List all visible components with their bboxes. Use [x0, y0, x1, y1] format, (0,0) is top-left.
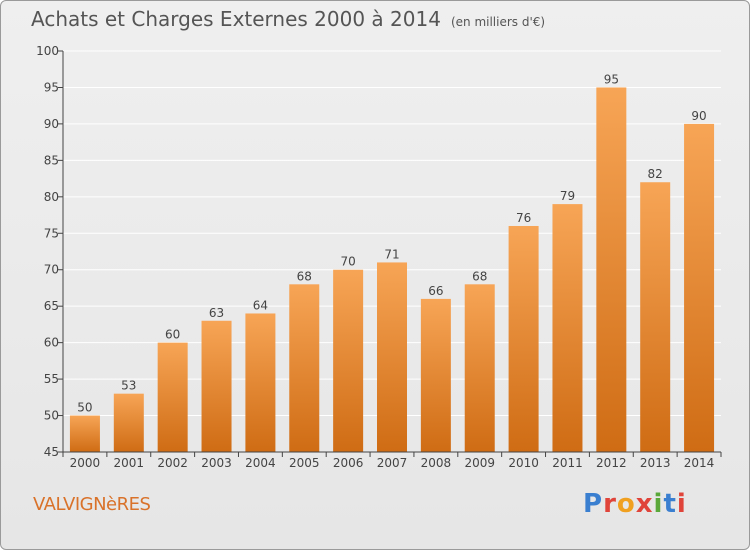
data-label-2012: 95	[604, 72, 619, 86]
data-label-2008: 66	[428, 284, 443, 298]
logo-letter: t	[663, 489, 677, 519]
logo-letter: i	[676, 489, 687, 519]
data-label-2000: 50	[77, 401, 92, 415]
x-tick-label-2010: 2010	[508, 456, 539, 470]
logo-letter: o	[616, 489, 636, 519]
bar-2001	[113, 393, 144, 452]
x-tick-label-2006: 2006	[333, 456, 364, 470]
y-tick-label: 100	[36, 44, 59, 58]
y-tick-label: 80	[44, 190, 59, 204]
data-label-2011: 79	[560, 189, 575, 203]
x-tick-label-2011: 2011	[552, 456, 583, 470]
x-tick-label-2002: 2002	[157, 456, 188, 470]
bar-2011	[552, 204, 583, 452]
y-tick-label: 75	[44, 226, 59, 240]
logo-letter: i	[653, 489, 664, 519]
bar-2014	[684, 123, 715, 452]
bars: 50 53 60 63 64 68 70 71 66 68 76 79 95 82 90	[69, 72, 715, 453]
x-tick-label-2003: 2003	[201, 456, 232, 470]
data-label-2010: 76	[516, 211, 531, 225]
y-tick-label: 70	[44, 263, 59, 277]
x-tick-label-2000: 2000	[70, 456, 101, 470]
x-tick-label-2001: 2001	[114, 456, 145, 470]
commune-name: VALVIGNèRES	[33, 494, 151, 515]
logo-letter: x	[635, 489, 654, 519]
bar-2003	[201, 320, 232, 452]
data-label-2007: 71	[384, 247, 399, 261]
bar-2013	[640, 182, 671, 452]
data-label-2004: 64	[253, 298, 268, 312]
y-tick-label: 85	[44, 153, 59, 167]
x-tick-label-2008: 2008	[421, 456, 452, 470]
bar-2002	[157, 342, 188, 452]
y-tick-label: 95	[44, 80, 59, 94]
x-tick-label-2012: 2012	[596, 456, 627, 470]
data-label-2009: 68	[472, 269, 487, 283]
data-label-2002: 60	[165, 328, 180, 342]
bar-2004	[245, 313, 276, 452]
x-tick-label-2014: 2014	[684, 456, 715, 470]
x-tick-label-2009: 2009	[464, 456, 495, 470]
y-tick-label: 90	[44, 117, 59, 131]
bar-2007	[377, 262, 407, 452]
data-label-2006: 70	[340, 255, 355, 269]
chart-title: Achats et Charges Externes 2000 à 2014 (e…	[31, 7, 545, 31]
x-tick-label-2004: 2004	[245, 456, 276, 470]
y-tick-label: 50	[44, 409, 59, 423]
x-tick-label-2005: 2005	[289, 456, 320, 470]
y-tick-label: 65	[44, 299, 59, 313]
logo-letter: P	[583, 489, 604, 519]
bar-2008	[420, 298, 451, 452]
axes: 45 50 55 60 65 70 75 80 85 90 95 100 2000 2001 2002 200…	[36, 44, 722, 470]
bar-2012	[596, 87, 627, 453]
bar-2005	[289, 284, 320, 452]
chart-title-text: Achats et Charges Externes 2000 à 2014	[31, 7, 441, 31]
x-tick-label-2007: 2007	[377, 456, 408, 470]
data-label-2014: 90	[691, 109, 706, 123]
chart-subtitle: (en milliers d'€)	[450, 15, 546, 29]
logo-letter: r	[603, 489, 617, 519]
bar-2000	[69, 415, 100, 452]
bar-2010	[508, 225, 539, 452]
y-tick-label: 45	[44, 445, 59, 459]
y-tick-label: 60	[44, 336, 59, 350]
data-label-2003: 63	[209, 306, 224, 320]
x-tick-label-2013: 2013	[640, 456, 671, 470]
proxiti-logo: Proxiti	[583, 489, 687, 519]
data-label-2001: 53	[121, 379, 136, 393]
data-label-2013: 82	[648, 167, 663, 181]
data-label-2005: 68	[297, 269, 312, 283]
bar-2006	[333, 269, 364, 452]
y-tick-label: 55	[44, 372, 59, 386]
bar-2009	[464, 284, 495, 452]
